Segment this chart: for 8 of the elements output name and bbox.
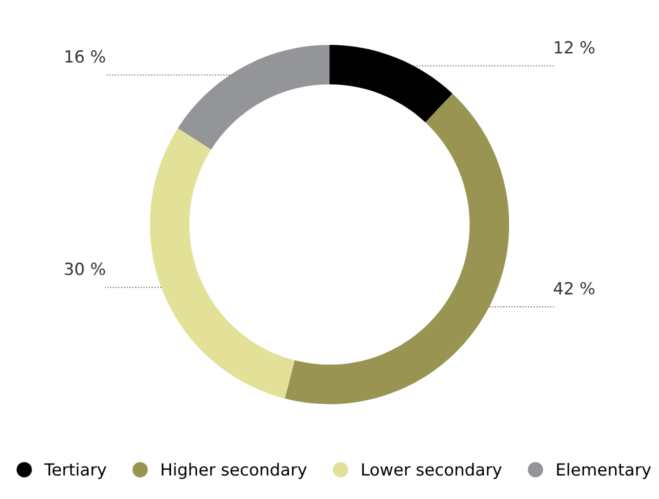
data-label: 16 % bbox=[65, 50, 106, 63]
data-label: 12 % bbox=[554, 41, 594, 54]
legend-label: Tertiary bbox=[44, 462, 106, 480]
data-label: 42 % bbox=[554, 282, 594, 295]
legend-label: Higher secondary bbox=[162, 462, 307, 480]
legend-label: Elementary bbox=[557, 462, 651, 480]
legend-label: Lower secondary bbox=[362, 462, 502, 480]
data-label: 30 % bbox=[64, 262, 106, 276]
